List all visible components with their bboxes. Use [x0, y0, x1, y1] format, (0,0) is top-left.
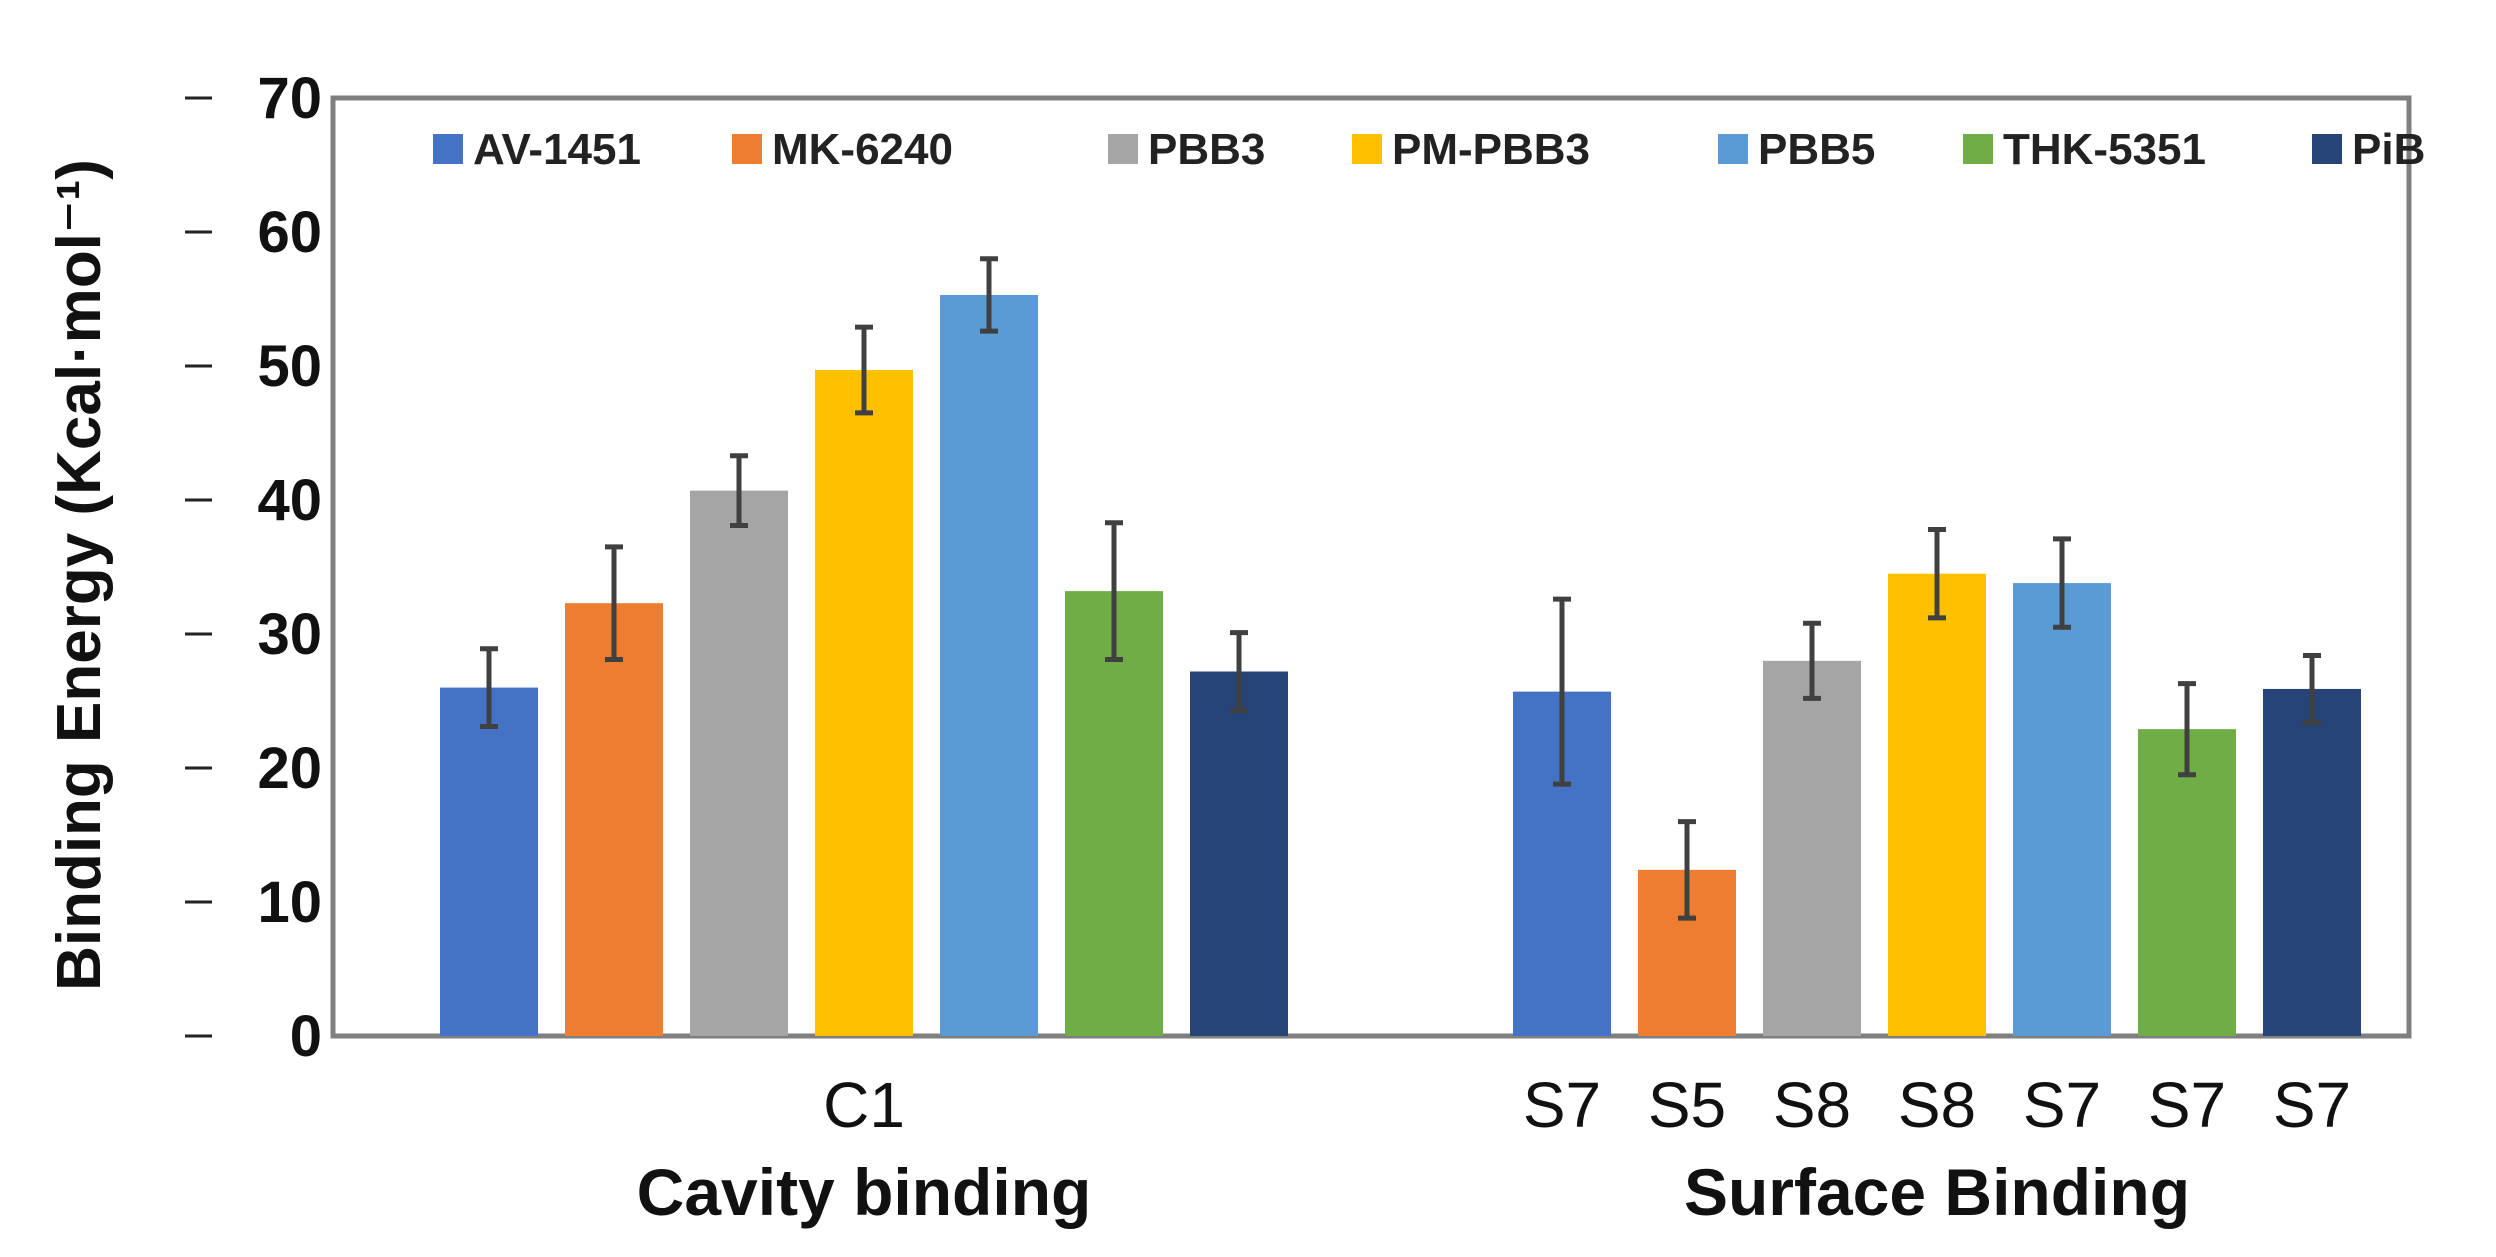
y-axis-label: Binding Energy (Kcal·mol⁻¹)	[45, 159, 114, 991]
legend-label: PBB3	[1148, 125, 1265, 174]
bar-av-1451-cavity	[440, 687, 538, 1036]
bar-thk-5351-cavity	[1065, 591, 1163, 1036]
y-tick-label: 70	[257, 66, 322, 131]
bar-thk-5351-surface	[2138, 729, 2236, 1036]
legend-label: MK-6240	[772, 125, 953, 174]
legend: AV-1451 MK-6240 PBB3 PM-PBB3 PBB5 THK-5351 PiB	[433, 125, 2425, 174]
y-tick-label: 0	[290, 1004, 322, 1069]
x-axis-labels: C1 Cavity binding S7 S5 S8 S8 S7 S7 S7 Surface Bi…	[637, 1069, 2351, 1229]
legend-label: AV-1451	[473, 125, 641, 174]
site-label: S7	[2148, 1069, 2226, 1141]
bar-pib-cavity	[1190, 671, 1288, 1036]
legend-swatch	[1963, 134, 1993, 164]
plot-area	[330, 95, 2412, 1039]
y-tick-label: 50	[257, 334, 322, 399]
legend-swatch	[1718, 134, 1748, 164]
group-label: Surface Binding	[1684, 1155, 2190, 1229]
error-bars	[480, 256, 2321, 921]
legend-swatch	[732, 134, 762, 164]
y-tick-label: 20	[257, 736, 322, 801]
bar-mk-6240-cavity	[565, 603, 663, 1036]
bar-pbb5-surface	[2013, 583, 2111, 1036]
legend-swatch	[1108, 134, 1138, 164]
y-axis: 0 10 20 30 40 50 60 70	[185, 66, 322, 1069]
site-label: C1	[823, 1069, 905, 1141]
legend-label: PM-PBB3	[1392, 125, 1590, 174]
bar-pm-pbb3-surface	[1888, 573, 1986, 1036]
site-label: S7	[2273, 1069, 2351, 1141]
bar-pbb5-cavity	[940, 294, 1038, 1037]
legend-label: PBB5	[1758, 125, 1875, 174]
site-label: S8	[1898, 1069, 1976, 1141]
y-tick-label: 30	[257, 602, 322, 667]
site-label: S5	[1648, 1069, 1726, 1141]
legend-swatch	[2312, 134, 2342, 164]
site-label: S8	[1773, 1069, 1851, 1141]
y-tick-label: 10	[257, 870, 322, 935]
bar-pib-surface	[2263, 688, 2361, 1036]
y-tick-label: 40	[257, 468, 322, 533]
group-label: Cavity binding	[637, 1155, 1092, 1229]
legend-swatch	[1352, 134, 1382, 164]
bar-pbb3-surface	[1763, 660, 1861, 1036]
y-tick-label: 60	[257, 200, 322, 265]
legend-label: THK-5351	[2003, 125, 2206, 174]
site-label: S7	[2023, 1069, 2101, 1141]
site-label: S7	[1523, 1069, 1601, 1141]
bars	[440, 294, 2361, 1037]
legend-label: PiB	[2352, 125, 2425, 174]
legend-swatch	[433, 134, 463, 164]
bar-pm-pbb3-cavity	[815, 370, 913, 1036]
bar-pbb3-cavity	[690, 490, 788, 1036]
